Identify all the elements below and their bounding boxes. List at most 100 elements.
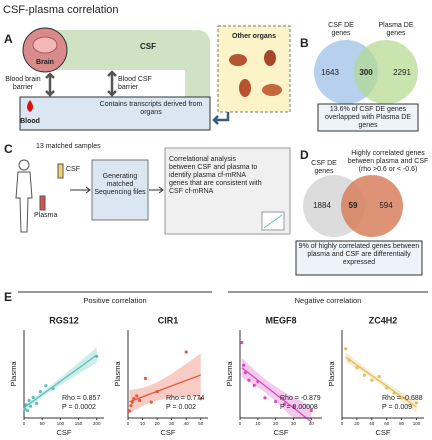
data-point <box>240 340 244 345</box>
data-point <box>23 407 27 411</box>
stat-annotation: Rho = -0.879 <box>280 395 321 402</box>
x-tick-label: 40 <box>369 421 375 426</box>
arrow <box>149 186 164 194</box>
chart-icon <box>263 214 283 229</box>
data-point <box>309 408 313 413</box>
x-tick-label: 30 <box>169 421 175 426</box>
chart-title: MEGF8 <box>265 315 296 325</box>
note-text: 13.6% of CSF DE genes overlapped with Pl… <box>325 106 411 129</box>
panel-letter: B <box>300 36 309 50</box>
x-tick-label: 60 <box>384 421 390 426</box>
data-point <box>256 379 260 384</box>
tube-label: CSF <box>66 166 80 173</box>
tube <box>39 195 46 211</box>
fit-line <box>129 374 201 403</box>
data-point <box>291 405 296 409</box>
x-tick-label: 0 <box>341 421 344 426</box>
data-point <box>252 383 256 387</box>
step-box <box>91 159 149 221</box>
data-point <box>347 358 352 362</box>
blood-note: Contains transcripts derived from organs <box>99 101 203 116</box>
venn-circle <box>341 175 403 237</box>
data-point <box>143 376 148 380</box>
data-point <box>127 409 132 413</box>
organs-box <box>217 25 291 113</box>
x-tick-label: 150 <box>75 421 83 426</box>
venn-label: CSF DE genes <box>311 160 337 175</box>
x-tick-label: 40 <box>309 421 315 426</box>
data-point <box>149 400 153 404</box>
x-axis-label: CSF <box>57 428 72 437</box>
data-point <box>135 394 139 398</box>
fit-line <box>345 356 417 408</box>
data-point <box>199 397 203 401</box>
stat-annotation: P = 0.002 <box>166 404 196 411</box>
blood-drop <box>27 100 33 112</box>
data-point <box>263 396 267 400</box>
csf-label: CSF <box>140 42 156 51</box>
panel-letter: A <box>4 32 13 46</box>
data-point <box>370 378 374 382</box>
stat-annotation: P = 0.0002 <box>62 404 96 411</box>
x-axis-label: CSF <box>161 428 176 437</box>
note-box <box>317 103 419 132</box>
data-point <box>344 347 348 351</box>
x-tick-label: 20 <box>155 421 161 426</box>
group-label: Negative correlation <box>295 296 362 305</box>
step-text: Generating matched Sequencing files <box>94 173 146 196</box>
data-point <box>414 401 419 405</box>
data-point <box>362 373 366 377</box>
fit-line <box>24 354 98 408</box>
step-text: Correlational analysis between CSF and p… <box>169 156 262 195</box>
x-tick-label: 0 <box>23 421 26 426</box>
data-point <box>27 398 31 402</box>
data-point <box>129 404 133 408</box>
venn-label: CSF DE genes <box>328 22 354 37</box>
venn-count: 2291 <box>393 68 411 77</box>
data-point <box>38 390 42 394</box>
x-tick-label: 10 <box>255 421 261 426</box>
x-tick-label: 80 <box>399 421 405 426</box>
venn-label: Highly correlated genes between plasma a… <box>347 150 429 173</box>
samples-label: 13 matched samples <box>36 143 101 150</box>
data-point <box>400 396 404 400</box>
data-point <box>95 354 99 358</box>
note-text: 9% of highly correlated genes between pl… <box>298 243 420 266</box>
brain-icon <box>32 36 58 54</box>
data-point <box>31 395 35 400</box>
organ-icon <box>229 54 247 66</box>
venn-circle <box>354 40 418 104</box>
tube-label: Plasma <box>34 212 58 219</box>
data-point <box>130 400 134 404</box>
fit-line <box>241 367 312 423</box>
x-axis-label: CSF <box>376 428 391 437</box>
x-tick-label: 40 <box>184 421 190 426</box>
tube <box>57 163 64 179</box>
venn-count: 594 <box>379 201 393 210</box>
venn-label: Plasma DE genes <box>378 22 414 37</box>
organ-icon <box>262 84 282 96</box>
x-tick-label: 50 <box>198 421 204 426</box>
venn-count: 1643 <box>321 68 339 77</box>
panel-letter: E <box>4 290 12 304</box>
x-tick-label: 10 <box>140 421 146 426</box>
x-tick-label: 200 <box>93 421 101 426</box>
data-point <box>28 404 33 408</box>
data-point <box>184 350 188 354</box>
panel-letter: D <box>300 148 309 162</box>
organ-icon <box>239 79 251 97</box>
x-tick-label: 100 <box>57 421 65 426</box>
blood-box <box>19 96 211 131</box>
data-point <box>377 374 381 379</box>
y-axis-label: Plasma <box>9 361 18 387</box>
csf-region <box>185 30 210 110</box>
figure-title: CSF-plasma correlation <box>3 4 119 16</box>
data-point <box>44 384 48 388</box>
stat-annotation: P = 0.00008 <box>280 404 318 411</box>
person-icon <box>15 159 33 233</box>
x-axis-label: CSF <box>274 428 289 437</box>
y-axis-label: Plasma <box>225 361 234 387</box>
organs-label: Other organs <box>232 33 276 40</box>
